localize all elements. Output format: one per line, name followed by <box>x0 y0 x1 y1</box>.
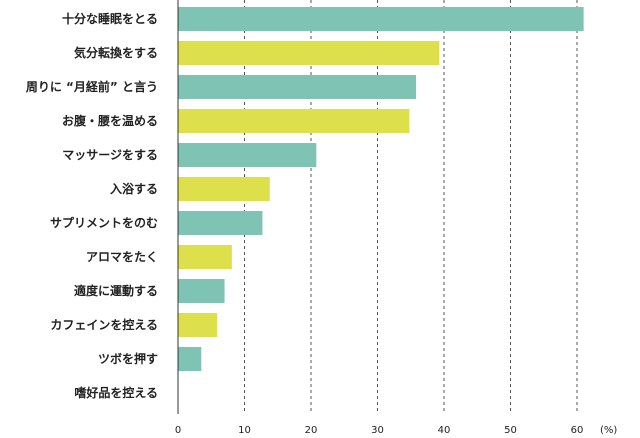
category-label: 適度に運動する <box>74 283 158 298</box>
category-label: マッサージをする <box>62 148 158 162</box>
category-label: 嗜好品を控える <box>74 385 158 400</box>
bar <box>178 143 317 167</box>
x-tick-label: 60 <box>571 425 584 436</box>
x-axis-ticks: 0 10 20 30 40 50 60 <box>175 425 584 436</box>
category-label: 周りに “月経前” と言う <box>26 79 158 94</box>
category-label: 十分な睡眠をとる <box>62 11 158 26</box>
bar <box>178 347 202 371</box>
bar <box>178 109 410 133</box>
gridlines <box>244 0 578 414</box>
category-label: 入浴する <box>110 181 158 196</box>
category-label: 気分転換をする <box>74 45 158 60</box>
bar <box>178 75 417 99</box>
bar <box>178 211 263 235</box>
x-tick-label: 40 <box>438 425 451 436</box>
x-tick-label: 30 <box>371 425 384 436</box>
category-label: アロマをたく <box>86 250 158 264</box>
bar <box>178 313 218 337</box>
x-axis-unit: (%) <box>600 425 617 436</box>
bar <box>178 41 440 65</box>
category-label: カフェインを控える <box>50 317 158 332</box>
bar <box>178 279 225 303</box>
bars <box>178 7 584 371</box>
category-label: サプリメントをのむ <box>50 215 158 230</box>
category-label: ツボを押す <box>98 351 158 366</box>
x-tick-label: 0 <box>175 425 181 436</box>
bar <box>178 177 270 201</box>
category-label: お腹・腰を温める <box>62 113 158 128</box>
bar <box>178 245 232 269</box>
x-tick-label: 20 <box>305 425 318 436</box>
x-tick-label: 10 <box>238 425 251 436</box>
x-tick-label: 50 <box>504 425 517 436</box>
bar <box>178 7 584 31</box>
